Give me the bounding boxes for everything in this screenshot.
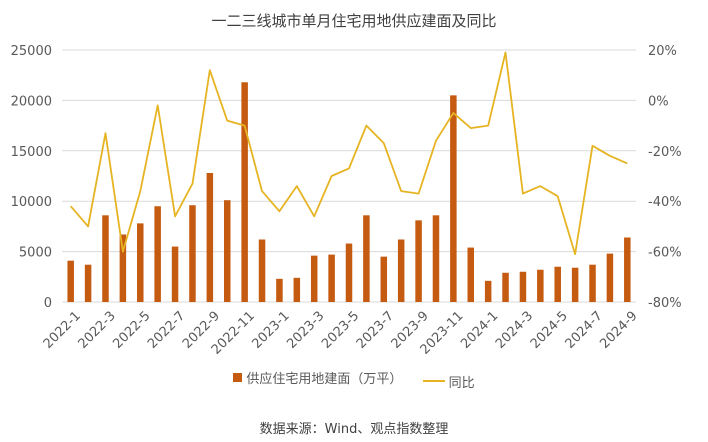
y-left-tick-label: 20000 [11,94,52,109]
bar [241,82,248,302]
bar [624,237,631,302]
bar [137,223,144,302]
x-tick-label: 2023-1 [250,309,293,352]
y-left-tick-label: 10000 [11,195,52,210]
x-tick-label: 2022-3 [76,309,119,352]
bar [363,215,370,302]
bar [450,95,457,302]
x-tick-label: 2023-5 [319,309,362,352]
bar [171,246,179,302]
y-right-tick-label: -60% [648,246,682,261]
bar-swatch-icon [233,373,243,382]
bar [223,200,231,302]
x-tick-label: 2023-3 [284,309,327,352]
bar [484,280,492,302]
y-left-tick-label: 5000 [19,246,52,261]
y-left-tick-label: 15000 [11,145,52,160]
bar [102,215,109,302]
legend-item-bars: 供应住宅用地建面（万平） [233,368,402,387]
bar [519,271,527,302]
bar [502,272,509,302]
bar [293,277,301,302]
bar [537,269,544,302]
bar [328,254,335,302]
bar [432,215,440,302]
bar [206,172,214,302]
x-tick-label: 2024-1 [458,309,501,352]
y-right-tick-label: -20% [648,145,682,160]
bar [571,267,579,302]
y-right-tick-label: -40% [648,195,682,210]
bar [554,266,561,302]
y-right-tick-label: 0% [648,94,669,109]
bar [189,205,196,302]
bar [258,239,266,302]
bar [345,243,353,302]
bar [397,239,405,302]
x-tick-label: 2024-7 [563,309,606,352]
bar [67,260,74,302]
bar [276,278,283,302]
bar-series [67,82,631,302]
x-tick-label: 2022-1 [41,309,84,352]
bar [380,256,388,302]
legend-item-line: 同比 [422,372,475,391]
y-right-tick-label: 20% [648,44,677,59]
y-left-tick-label: 0 [44,296,52,311]
x-tick-label: 2022-5 [110,309,153,352]
bar [467,247,475,302]
bar [154,206,161,302]
yoy-line [70,51,628,256]
line-swatch-icon [422,380,445,382]
bar [310,255,318,302]
x-tick-label: 2024-5 [528,309,571,352]
x-tick-label: 2022-7 [145,309,188,352]
y-right-tick-label: -80% [648,296,682,311]
bar [589,264,596,302]
bar [415,220,422,302]
bar [84,264,92,302]
x-tick-label: 2024-9 [597,309,640,352]
legend-label-bars: 供应住宅用地建面（万平） [246,372,403,387]
x-tick-label: 2023-7 [354,309,397,352]
chart-title: 一二三线城市单月住宅用地供应建面及同比 [211,12,497,30]
bar [606,253,614,302]
source-note: 数据来源：Wind、观点指数整理 [259,422,449,437]
line-series [70,51,628,256]
y-left-tick-label: 25000 [11,44,52,59]
x-tick-label: 2024-3 [493,309,536,352]
legend: 供应住宅用地建面（万平） 同比 [0,368,708,391]
bar [119,234,127,302]
legend-label-line: 同比 [448,375,475,391]
